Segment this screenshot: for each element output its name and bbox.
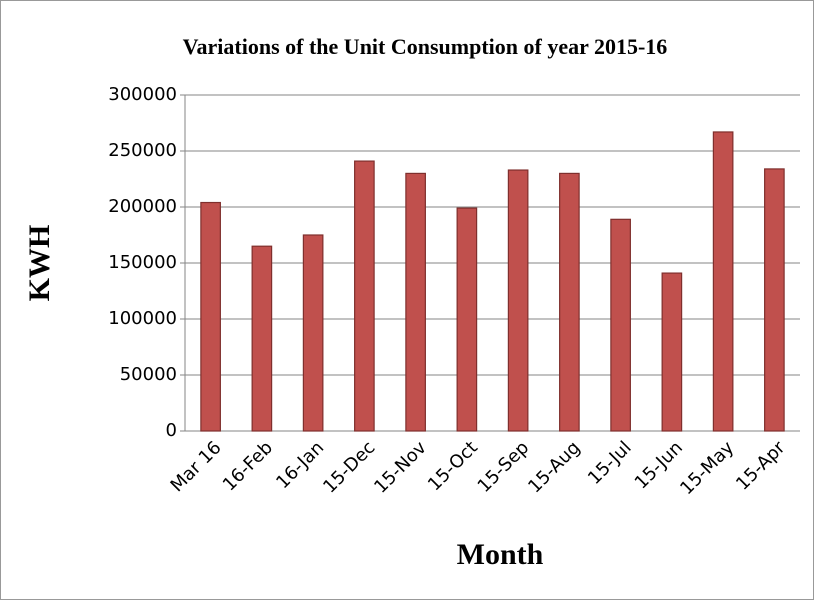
y-tick-label: 250000 <box>108 140 177 161</box>
bar <box>354 160 375 432</box>
bar <box>507 169 529 432</box>
y-tick-label: 200000 <box>108 196 177 217</box>
x-axis-title: Month <box>457 538 544 571</box>
bar <box>559 172 580 432</box>
y-axis-title: KWH <box>23 225 56 302</box>
bar <box>456 207 478 432</box>
bar <box>251 245 273 432</box>
bar <box>405 172 426 432</box>
bar <box>200 201 221 432</box>
y-tick-label: 0 <box>166 420 177 441</box>
chart-title: Variations of the Unit Consumption of ye… <box>183 34 668 59</box>
y-tick-label: 150000 <box>108 252 177 273</box>
bar <box>712 131 734 432</box>
bar <box>610 218 631 432</box>
bar <box>764 168 785 432</box>
y-tick-label: 100000 <box>108 308 177 329</box>
y-tick-label: 50000 <box>120 364 177 385</box>
bar <box>302 234 324 432</box>
bar <box>661 272 683 432</box>
y-tick-label: 300000 <box>108 84 177 105</box>
